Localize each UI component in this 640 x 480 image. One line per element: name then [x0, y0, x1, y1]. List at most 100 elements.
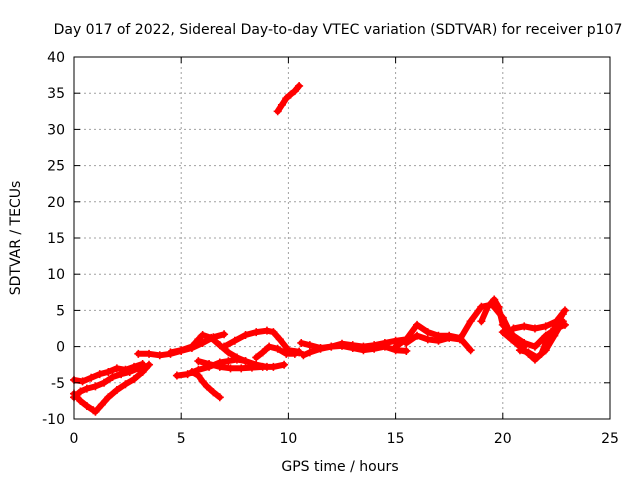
- data-point: [145, 349, 154, 358]
- data-point: [230, 336, 239, 345]
- y-tick-label: 5: [56, 303, 65, 319]
- data-point: [232, 355, 241, 364]
- data-point: [237, 364, 246, 373]
- data-point: [305, 341, 314, 350]
- data-point: [466, 317, 475, 326]
- data-point: [265, 342, 274, 351]
- series-arc-k: [273, 81, 304, 116]
- data-point: [273, 107, 282, 116]
- data-point: [91, 407, 100, 416]
- data-point: [275, 335, 284, 344]
- data-point: [215, 393, 224, 402]
- x-tick-label: 5: [177, 431, 186, 447]
- data-point: [177, 346, 186, 355]
- data-point: [269, 362, 278, 371]
- x-tick-label: 10: [279, 431, 297, 447]
- data-point: [194, 365, 203, 374]
- data-point: [413, 331, 422, 340]
- data-point: [490, 295, 499, 304]
- plot-data: [70, 81, 569, 416]
- data-point: [187, 342, 196, 351]
- data-point: [494, 302, 503, 311]
- data-point: [466, 346, 475, 355]
- y-tick-label: 10: [47, 267, 65, 283]
- data-point: [220, 330, 229, 339]
- data-point: [550, 331, 559, 340]
- data-point: [202, 382, 211, 391]
- data-point: [558, 317, 567, 326]
- chart-title: Day 017 of 2022, Sidereal Day-to-day VTE…: [54, 22, 623, 38]
- data-point: [277, 100, 286, 109]
- data-point: [76, 387, 85, 396]
- data-point: [391, 342, 400, 351]
- y-tick-label: 15: [47, 231, 65, 247]
- data-point: [269, 328, 278, 337]
- data-point: [295, 348, 304, 357]
- x-tick-label: 0: [70, 431, 79, 447]
- data-point: [402, 338, 411, 347]
- data-point: [134, 364, 143, 373]
- data-point: [299, 351, 308, 360]
- data-point: [348, 344, 357, 353]
- data-point: [498, 320, 507, 329]
- data-point: [205, 359, 214, 368]
- data-point: [434, 336, 443, 345]
- x-tick-label: 20: [494, 431, 512, 447]
- y-tick-label: 20: [47, 195, 65, 211]
- data-point: [209, 388, 218, 397]
- data-point: [290, 349, 299, 358]
- data-point: [215, 362, 224, 371]
- data-point: [338, 341, 346, 350]
- y-tick-label: 25: [47, 159, 65, 175]
- data-point: [112, 364, 121, 373]
- data-point: [226, 364, 235, 373]
- data-point: [198, 331, 207, 340]
- data-point: [241, 331, 250, 340]
- data-point: [112, 386, 121, 395]
- data-point: [258, 362, 267, 371]
- data-point: [138, 367, 147, 376]
- data-point: [134, 349, 143, 358]
- x-tick-label: 15: [387, 431, 405, 447]
- y-tick-label: 35: [47, 86, 65, 102]
- data-point: [327, 342, 336, 351]
- data-point: [380, 342, 389, 351]
- data-point: [172, 371, 181, 380]
- series-arc-m: [299, 341, 411, 360]
- data-point: [117, 370, 126, 379]
- data-point: [104, 367, 113, 376]
- data-point: [498, 328, 507, 337]
- data-point: [509, 324, 518, 333]
- series-arc-h: [194, 357, 289, 373]
- data-point: [82, 401, 91, 410]
- data-point: [130, 375, 139, 384]
- data-point: [194, 357, 203, 366]
- y-tick-label: 0: [56, 340, 65, 356]
- data-point: [194, 335, 203, 344]
- data-point: [541, 322, 550, 331]
- data-point: [104, 393, 113, 402]
- grid: [74, 57, 610, 419]
- data-point: [224, 357, 233, 366]
- data-point: [108, 373, 117, 382]
- y-axis-label: SDTVAR / TECUs: [8, 181, 24, 296]
- series-line: [71, 361, 152, 415]
- data-point: [82, 384, 91, 393]
- data-point: [100, 378, 109, 387]
- data-point: [91, 382, 100, 391]
- data-point: [280, 360, 289, 369]
- data-point: [247, 363, 256, 372]
- data-point: [530, 324, 539, 333]
- data-point: [76, 396, 85, 405]
- data-point: [483, 302, 492, 311]
- data-point: [78, 377, 87, 386]
- data-point: [445, 333, 454, 342]
- data-point: [295, 81, 304, 90]
- y-tick-label: 40: [47, 50, 65, 66]
- series-arc-i: [220, 326, 304, 356]
- data-point: [316, 344, 325, 353]
- data-point: [224, 348, 233, 357]
- data-point: [477, 317, 486, 326]
- axis-ticks: 0 5 10 15 20 25 -10 -5 0 5 10 15 20 25 30 35 40: [42, 50, 619, 447]
